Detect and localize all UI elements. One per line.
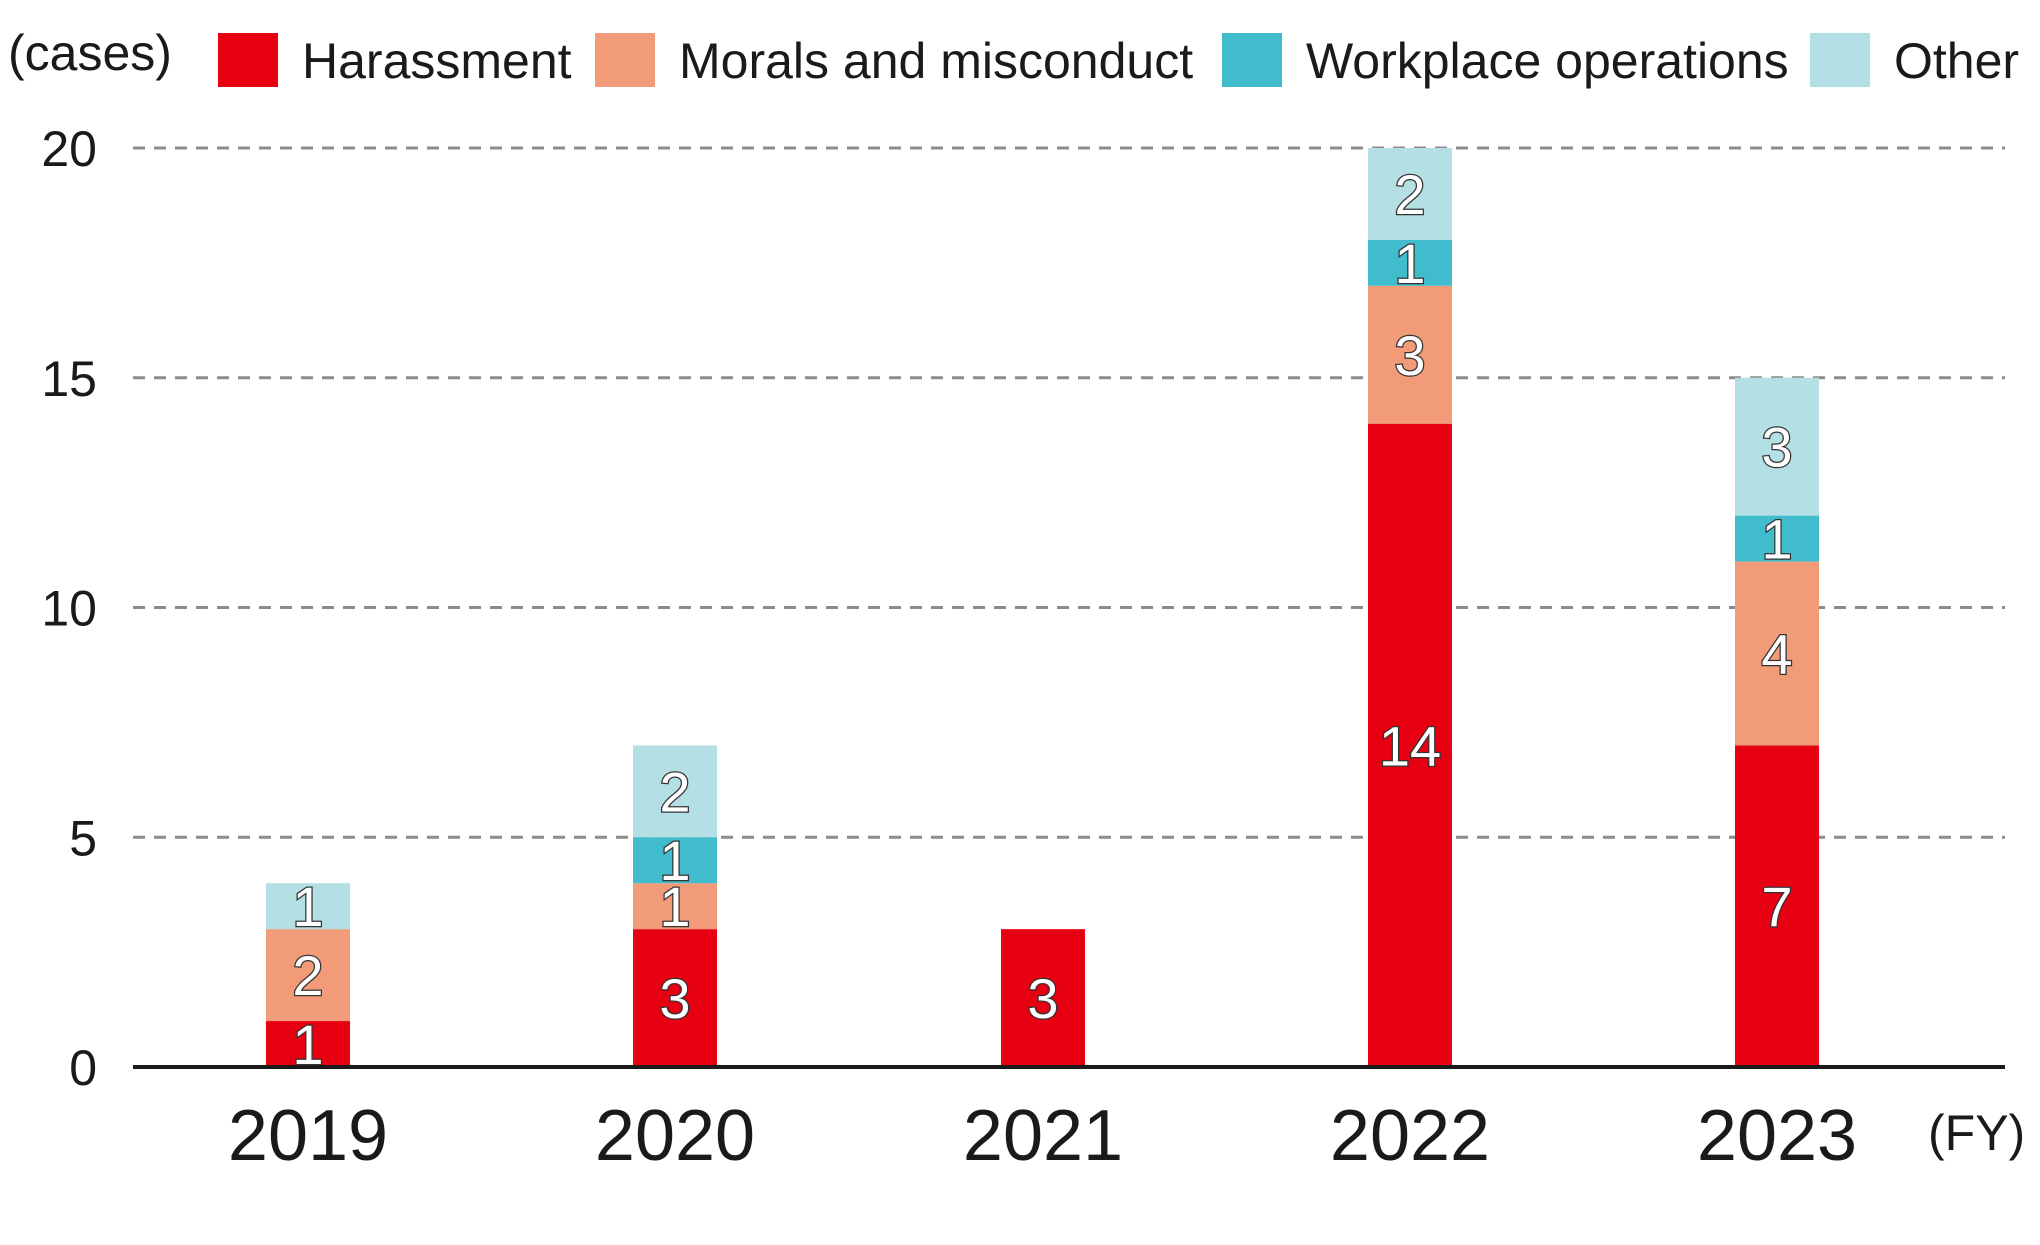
bar-segment bbox=[1001, 929, 1085, 1067]
data-label: 14 bbox=[1379, 714, 1441, 777]
data-label: 4 bbox=[1761, 622, 1792, 685]
bar-segment bbox=[1368, 423, 1452, 1067]
gridlines bbox=[133, 146, 2005, 839]
data-label: 1 bbox=[659, 829, 690, 892]
legend-label: Harassment bbox=[302, 33, 572, 89]
data-label: 2 bbox=[659, 760, 690, 823]
legend: Harassment Morals and misconduct Workplace… bbox=[218, 33, 2019, 89]
legend-swatch bbox=[1810, 33, 1870, 87]
data-label: 3 bbox=[1761, 416, 1792, 479]
legend-label: Morals and misconduct bbox=[679, 33, 1193, 89]
data-label: 7 bbox=[1761, 875, 1792, 938]
bar-segment bbox=[266, 1021, 350, 1067]
bar-segment bbox=[1368, 239, 1452, 286]
data-label: 1 bbox=[292, 875, 323, 938]
data-label: 2 bbox=[292, 944, 323, 1007]
bar-segment bbox=[633, 837, 717, 884]
data-label: 1 bbox=[1761, 508, 1792, 571]
y-tick-label: 5 bbox=[69, 810, 97, 866]
bar-segment bbox=[1368, 148, 1452, 240]
data-label: 1 bbox=[659, 875, 690, 938]
bar-segment bbox=[1735, 377, 1819, 516]
y-tick-label: 10 bbox=[41, 581, 97, 637]
x-tick-label: 2022 bbox=[1330, 1096, 1490, 1176]
y-unit-label: (cases) bbox=[8, 25, 172, 81]
x-unit-label: (FY) bbox=[1928, 1105, 2025, 1161]
legend-swatch bbox=[595, 33, 655, 87]
x-tick-label: 2021 bbox=[963, 1096, 1123, 1176]
bar-segment bbox=[1368, 285, 1452, 424]
x-tick-label: 2019 bbox=[228, 1096, 388, 1176]
bar-segment bbox=[1735, 515, 1819, 562]
legend-swatch bbox=[1222, 33, 1282, 87]
bar-segment bbox=[266, 929, 350, 1022]
y-tick-label: 0 bbox=[69, 1040, 97, 1096]
x-axis-labels: 2019 2020 2021 2022 2023 bbox=[228, 1096, 1857, 1176]
data-label: 3 bbox=[1394, 324, 1425, 387]
x-tick-label: 2020 bbox=[595, 1096, 755, 1176]
legend-swatch bbox=[218, 33, 278, 87]
data-label: 3 bbox=[1027, 967, 1058, 1030]
y-tick-label: 15 bbox=[41, 351, 97, 407]
data-label: 1 bbox=[1394, 232, 1425, 295]
bar-segment bbox=[1735, 745, 1819, 1067]
bar-segment bbox=[633, 929, 717, 1067]
bar-segment bbox=[1735, 561, 1819, 746]
legend-label: Workplace operations bbox=[1306, 33, 1789, 89]
legend-label: Other bbox=[1894, 33, 2019, 89]
y-axis-ticks: 0 5 10 15 20 bbox=[41, 121, 97, 1096]
x-tick-label: 2023 bbox=[1697, 1096, 1857, 1176]
bar-segment bbox=[633, 883, 717, 930]
y-tick-label: 20 bbox=[41, 121, 97, 177]
bar-segment bbox=[266, 883, 350, 930]
data-label: 2 bbox=[1394, 163, 1425, 226]
bar-segment bbox=[633, 745, 717, 838]
data-label: 3 bbox=[659, 967, 690, 1030]
